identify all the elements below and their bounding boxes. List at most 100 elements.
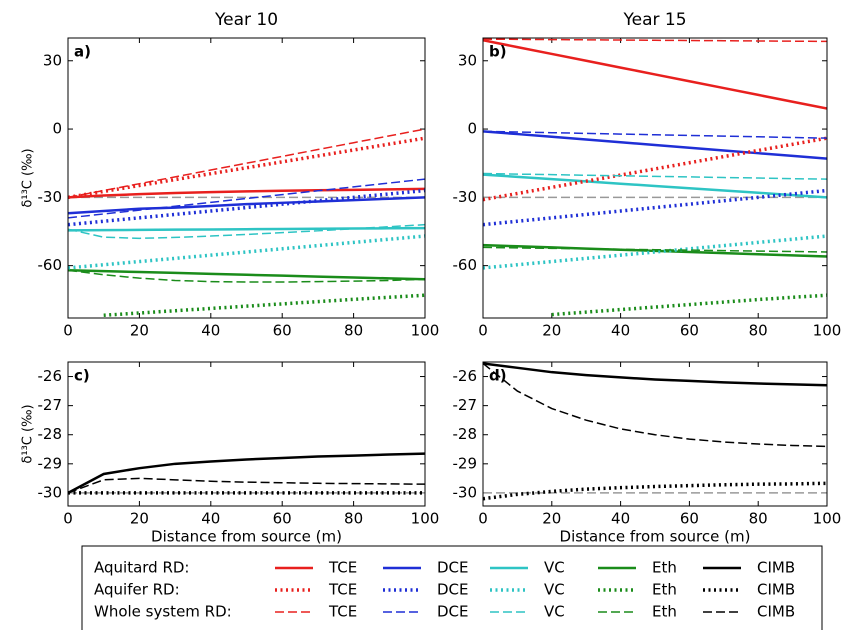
series-line bbox=[68, 196, 425, 215]
x-axis-label: Distance from source (m) bbox=[560, 528, 751, 546]
y-tick-label: -27 bbox=[453, 396, 478, 414]
legend-label: VC bbox=[544, 581, 565, 599]
y-tick-label: 30 bbox=[458, 51, 477, 69]
y-tick-label: -30 bbox=[38, 483, 63, 501]
series-line bbox=[483, 38, 827, 43]
series-line bbox=[483, 362, 827, 448]
x-tick-label: 40 bbox=[611, 510, 630, 528]
plot-area bbox=[483, 362, 827, 501]
plot-area bbox=[483, 38, 827, 317]
series-line bbox=[68, 452, 425, 495]
y-tick-label: 30 bbox=[43, 51, 62, 69]
series-line bbox=[68, 234, 425, 270]
series-line bbox=[551, 293, 827, 317]
series-line bbox=[483, 234, 827, 270]
series-line bbox=[68, 188, 425, 227]
legend-label: TCE bbox=[328, 603, 357, 621]
legend-label: CIMB bbox=[757, 603, 795, 621]
y-tick-label: -60 bbox=[38, 256, 63, 274]
x-tick-label: 100 bbox=[813, 510, 842, 528]
series-line bbox=[483, 362, 827, 387]
legend-group-label: Aquitard RD: bbox=[94, 559, 190, 577]
legend-label: Eth bbox=[652, 581, 677, 599]
series-line bbox=[68, 223, 425, 240]
series-line bbox=[483, 130, 827, 160]
panel-title: Year 15 bbox=[622, 10, 686, 30]
series-line bbox=[483, 39, 827, 110]
x-tick-label: 60 bbox=[273, 510, 292, 528]
y-tick-label: -27 bbox=[38, 396, 63, 414]
y-tick-label: 0 bbox=[467, 120, 477, 138]
plot-frame bbox=[67, 37, 426, 319]
legend-label: TCE bbox=[328, 559, 357, 577]
legend-group-label: Aquifer RD: bbox=[94, 581, 180, 599]
legend-label: TCE bbox=[328, 581, 357, 599]
series-line bbox=[483, 173, 827, 199]
x-tick-label: 100 bbox=[813, 322, 842, 340]
series-line bbox=[483, 130, 827, 139]
y-tick-label: 0 bbox=[52, 120, 62, 138]
legend-box bbox=[81, 545, 823, 630]
plot-area bbox=[68, 452, 425, 495]
x-tick-label: 80 bbox=[749, 322, 768, 340]
series-line bbox=[68, 178, 425, 219]
legend-label: VC bbox=[544, 603, 565, 621]
x-tick-label: 60 bbox=[273, 322, 292, 340]
y-axis-label: δ¹³C (‰) bbox=[21, 148, 36, 207]
y-tick-label: -30 bbox=[453, 188, 478, 206]
panel-label: b) bbox=[489, 43, 507, 61]
x-tick-label: 80 bbox=[749, 510, 768, 528]
legend-label: Eth bbox=[652, 603, 677, 621]
x-tick-label: 0 bbox=[478, 322, 488, 340]
series-line bbox=[68, 268, 425, 281]
series-line bbox=[68, 128, 425, 199]
y-tick-label: -28 bbox=[453, 425, 478, 443]
series-line bbox=[68, 226, 425, 232]
series-line bbox=[483, 172, 827, 180]
legend-label: VC bbox=[544, 559, 565, 577]
panel-label: d) bbox=[489, 367, 507, 385]
panel-title: Year 10 bbox=[214, 10, 278, 30]
plot-frame bbox=[67, 361, 426, 507]
series-line bbox=[483, 136, 827, 202]
y-tick-label: -29 bbox=[453, 454, 478, 472]
x-axis-label: Distance from source (m) bbox=[151, 528, 342, 546]
x-tick-label: 100 bbox=[411, 322, 440, 340]
y-tick-label: -29 bbox=[38, 454, 63, 472]
x-tick-label: 0 bbox=[478, 510, 488, 528]
legend-label: DCE bbox=[437, 559, 469, 577]
x-tick-label: 40 bbox=[201, 322, 220, 340]
legend-label: CIMB bbox=[757, 581, 795, 599]
series-line bbox=[103, 293, 425, 318]
series-line bbox=[483, 243, 827, 258]
panel-label: c) bbox=[74, 367, 90, 385]
plot-area bbox=[68, 128, 425, 318]
legend-label: Eth bbox=[652, 559, 677, 577]
legend-label: CIMB bbox=[757, 559, 795, 577]
x-tick-label: 80 bbox=[344, 510, 363, 528]
x-tick-label: 20 bbox=[130, 322, 149, 340]
y-tick-label: -26 bbox=[38, 367, 63, 385]
panel-label: a) bbox=[74, 43, 91, 61]
y-tick-label: -30 bbox=[38, 188, 63, 206]
x-tick-label: 100 bbox=[411, 510, 440, 528]
series-line bbox=[483, 188, 827, 227]
x-tick-label: 60 bbox=[680, 322, 699, 340]
x-tick-label: 80 bbox=[344, 322, 363, 340]
legend-label: DCE bbox=[437, 603, 469, 621]
series-line bbox=[68, 477, 425, 494]
x-tick-label: 60 bbox=[680, 510, 699, 528]
y-tick-label: -26 bbox=[453, 367, 478, 385]
legend-group-label: Whole system RD: bbox=[94, 603, 232, 621]
legend-label: DCE bbox=[437, 581, 469, 599]
x-tick-label: 20 bbox=[542, 322, 561, 340]
x-tick-label: 0 bbox=[63, 510, 73, 528]
y-tick-label: -28 bbox=[38, 425, 63, 443]
plot-frame bbox=[482, 37, 828, 319]
x-tick-label: 20 bbox=[542, 510, 561, 528]
y-axis-label: δ¹³C (‰) bbox=[21, 404, 36, 463]
x-tick-label: 0 bbox=[63, 322, 73, 340]
y-tick-label: -60 bbox=[453, 256, 478, 274]
series-line bbox=[483, 246, 827, 253]
x-tick-label: 40 bbox=[611, 322, 630, 340]
